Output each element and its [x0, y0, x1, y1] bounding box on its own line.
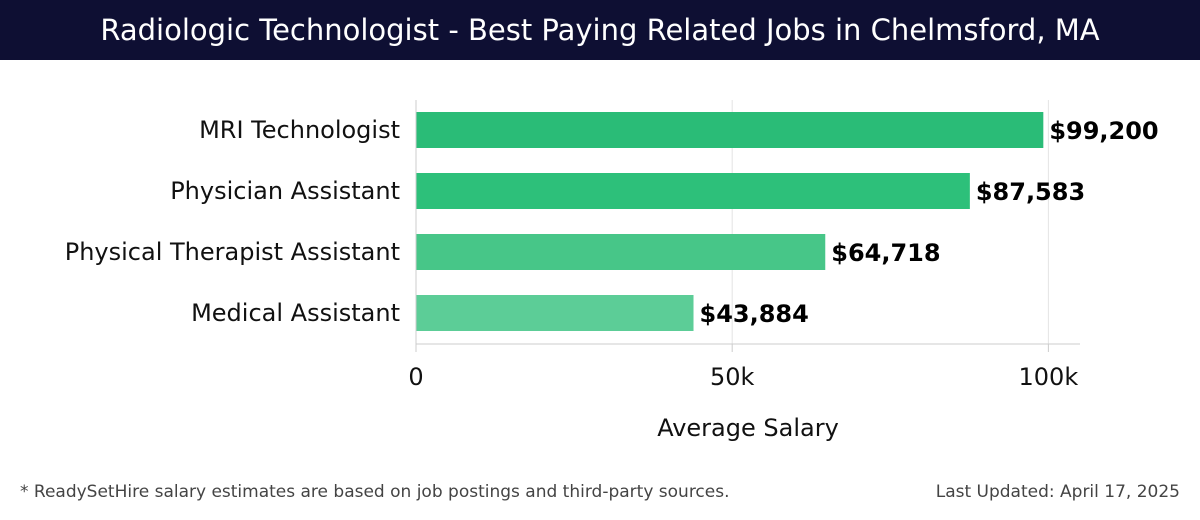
x-tick-label: 50k	[710, 363, 755, 391]
last-updated: Last Updated: April 17, 2025	[935, 482, 1180, 502]
x-tick-label: 100k	[1019, 363, 1079, 391]
bars	[416, 112, 1044, 331]
labels: 0 50k 100k MRI Technologist $99,200 Physician…	[65, 116, 1159, 391]
page-title: Radiologic Technologist - Best Paying Re…	[100, 13, 1100, 47]
x-axis-title: Average Salary	[657, 414, 839, 442]
category-label: Physical Therapist Assistant	[65, 238, 400, 266]
value-label: $43,884	[700, 300, 809, 328]
axes	[415, 100, 1080, 352]
bar	[416, 173, 970, 209]
category-label: Physician Assistant	[170, 177, 400, 205]
x-tick-label: 0	[408, 363, 423, 391]
salary-bar-chart: 0 50k 100k MRI Technologist $99,200 Physician…	[65, 100, 1159, 442]
bar	[416, 112, 1044, 148]
bar	[416, 295, 694, 331]
title-bar: Radiologic Technologist - Best Paying Re…	[0, 0, 1200, 60]
value-label: $64,718	[831, 239, 940, 267]
bar	[416, 234, 826, 270]
category-label: MRI Technologist	[199, 116, 400, 144]
footnote: * ReadySetHire salary estimates are base…	[20, 482, 730, 502]
value-label: $87,583	[976, 178, 1085, 206]
value-label: $99,200	[1049, 117, 1158, 145]
category-label: Medical Assistant	[191, 299, 400, 327]
